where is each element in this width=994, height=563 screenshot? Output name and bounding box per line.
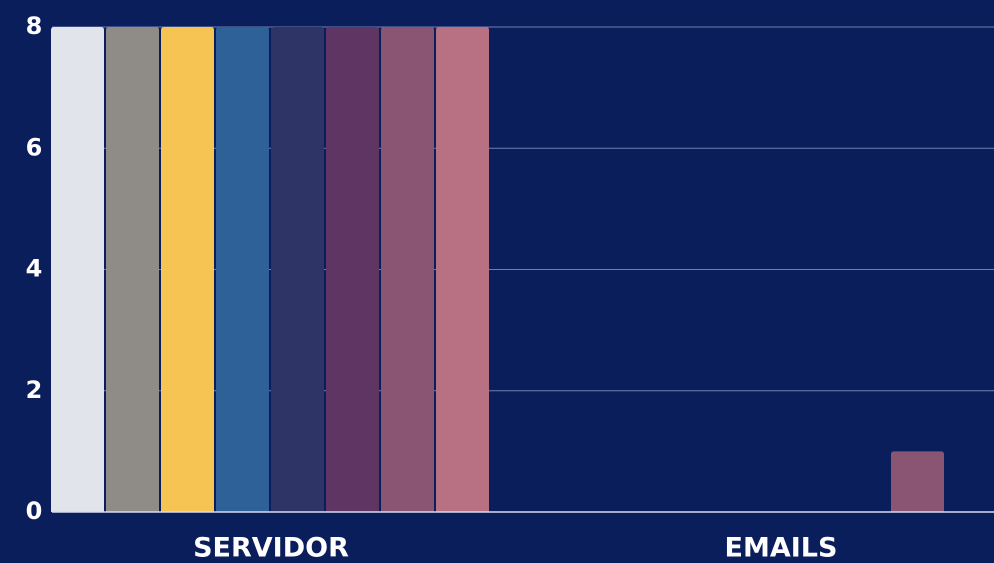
bar xyxy=(891,451,944,512)
y-tick-label: 4 xyxy=(26,255,43,283)
bar xyxy=(326,27,379,512)
y-tick-label: 8 xyxy=(26,12,43,40)
bar xyxy=(51,27,104,512)
x-tick-label: EMAILS xyxy=(725,533,838,563)
bar xyxy=(436,27,489,512)
y-tick-label: 2 xyxy=(26,376,43,404)
bar xyxy=(216,27,269,512)
x-tick-label: SERVIDOR xyxy=(193,533,349,563)
y-tick-label: 6 xyxy=(26,133,43,161)
bar xyxy=(161,27,214,512)
y-tick-label: 0 xyxy=(26,497,43,525)
bar xyxy=(381,27,434,512)
bar xyxy=(106,27,159,512)
bar xyxy=(271,27,324,512)
